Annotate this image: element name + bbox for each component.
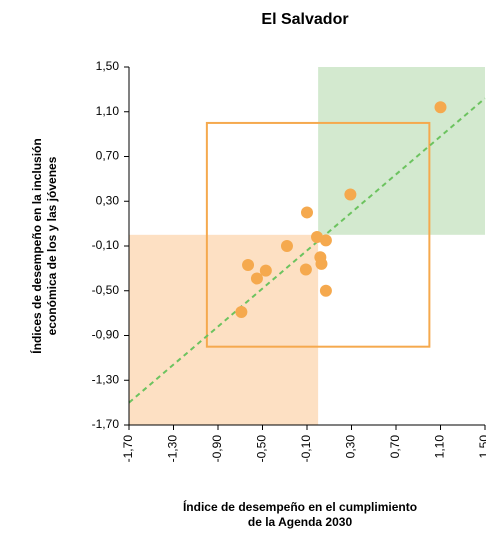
data-point (344, 188, 357, 201)
x-axis-title: de la Agenda 2030 (248, 515, 353, 529)
x-tick-label: 0,70 (388, 435, 402, 459)
y-tick-label: 0,30 (96, 193, 120, 207)
x-tick-label: -0,10 (299, 435, 313, 463)
chart-title: El Salvador (261, 11, 348, 28)
x-tick-label: -0,90 (210, 435, 224, 463)
trend-line (128, 97, 486, 404)
x-axis-title: Índice de desempeño en el cumplimiento (183, 499, 417, 514)
y-tick-label: 1,50 (96, 59, 120, 73)
y-tick-label: -1,70 (92, 417, 120, 431)
data-point (259, 264, 272, 277)
x-tick-label: 1,50 (477, 435, 486, 459)
x-tick-label: -1,30 (166, 435, 180, 463)
y-tick-label: -0,50 (92, 283, 120, 297)
x-tick-label: 0,30 (344, 435, 358, 459)
data-point (250, 272, 263, 285)
data-point (319, 284, 332, 297)
y-tick-label: 0,70 (96, 149, 120, 163)
data-point (319, 234, 332, 247)
data-point (235, 306, 248, 319)
quadrant-region (129, 234, 319, 425)
quadrant-region (318, 67, 485, 235)
y-axis-title: Índices de desempeño en la inclusión (29, 138, 44, 353)
x-tick-label: 1,10 (433, 435, 447, 459)
x-tick-label: -0,50 (255, 435, 269, 463)
y-tick-label: 1,10 (96, 104, 120, 118)
y-tick-label: -1,30 (92, 372, 120, 386)
data-point (299, 263, 312, 276)
x-tick-label: -1,70 (121, 435, 135, 463)
data-point (280, 240, 293, 252)
y-axis-title: económica de los y las jóvenes (45, 156, 59, 335)
data-point (434, 101, 447, 114)
data-point (242, 259, 255, 272)
data-point (301, 206, 313, 219)
data-point (315, 257, 328, 270)
y-tick-label: -0,10 (92, 238, 120, 252)
reference-box (205, 121, 431, 348)
y-tick-label: -0,90 (92, 328, 120, 342)
